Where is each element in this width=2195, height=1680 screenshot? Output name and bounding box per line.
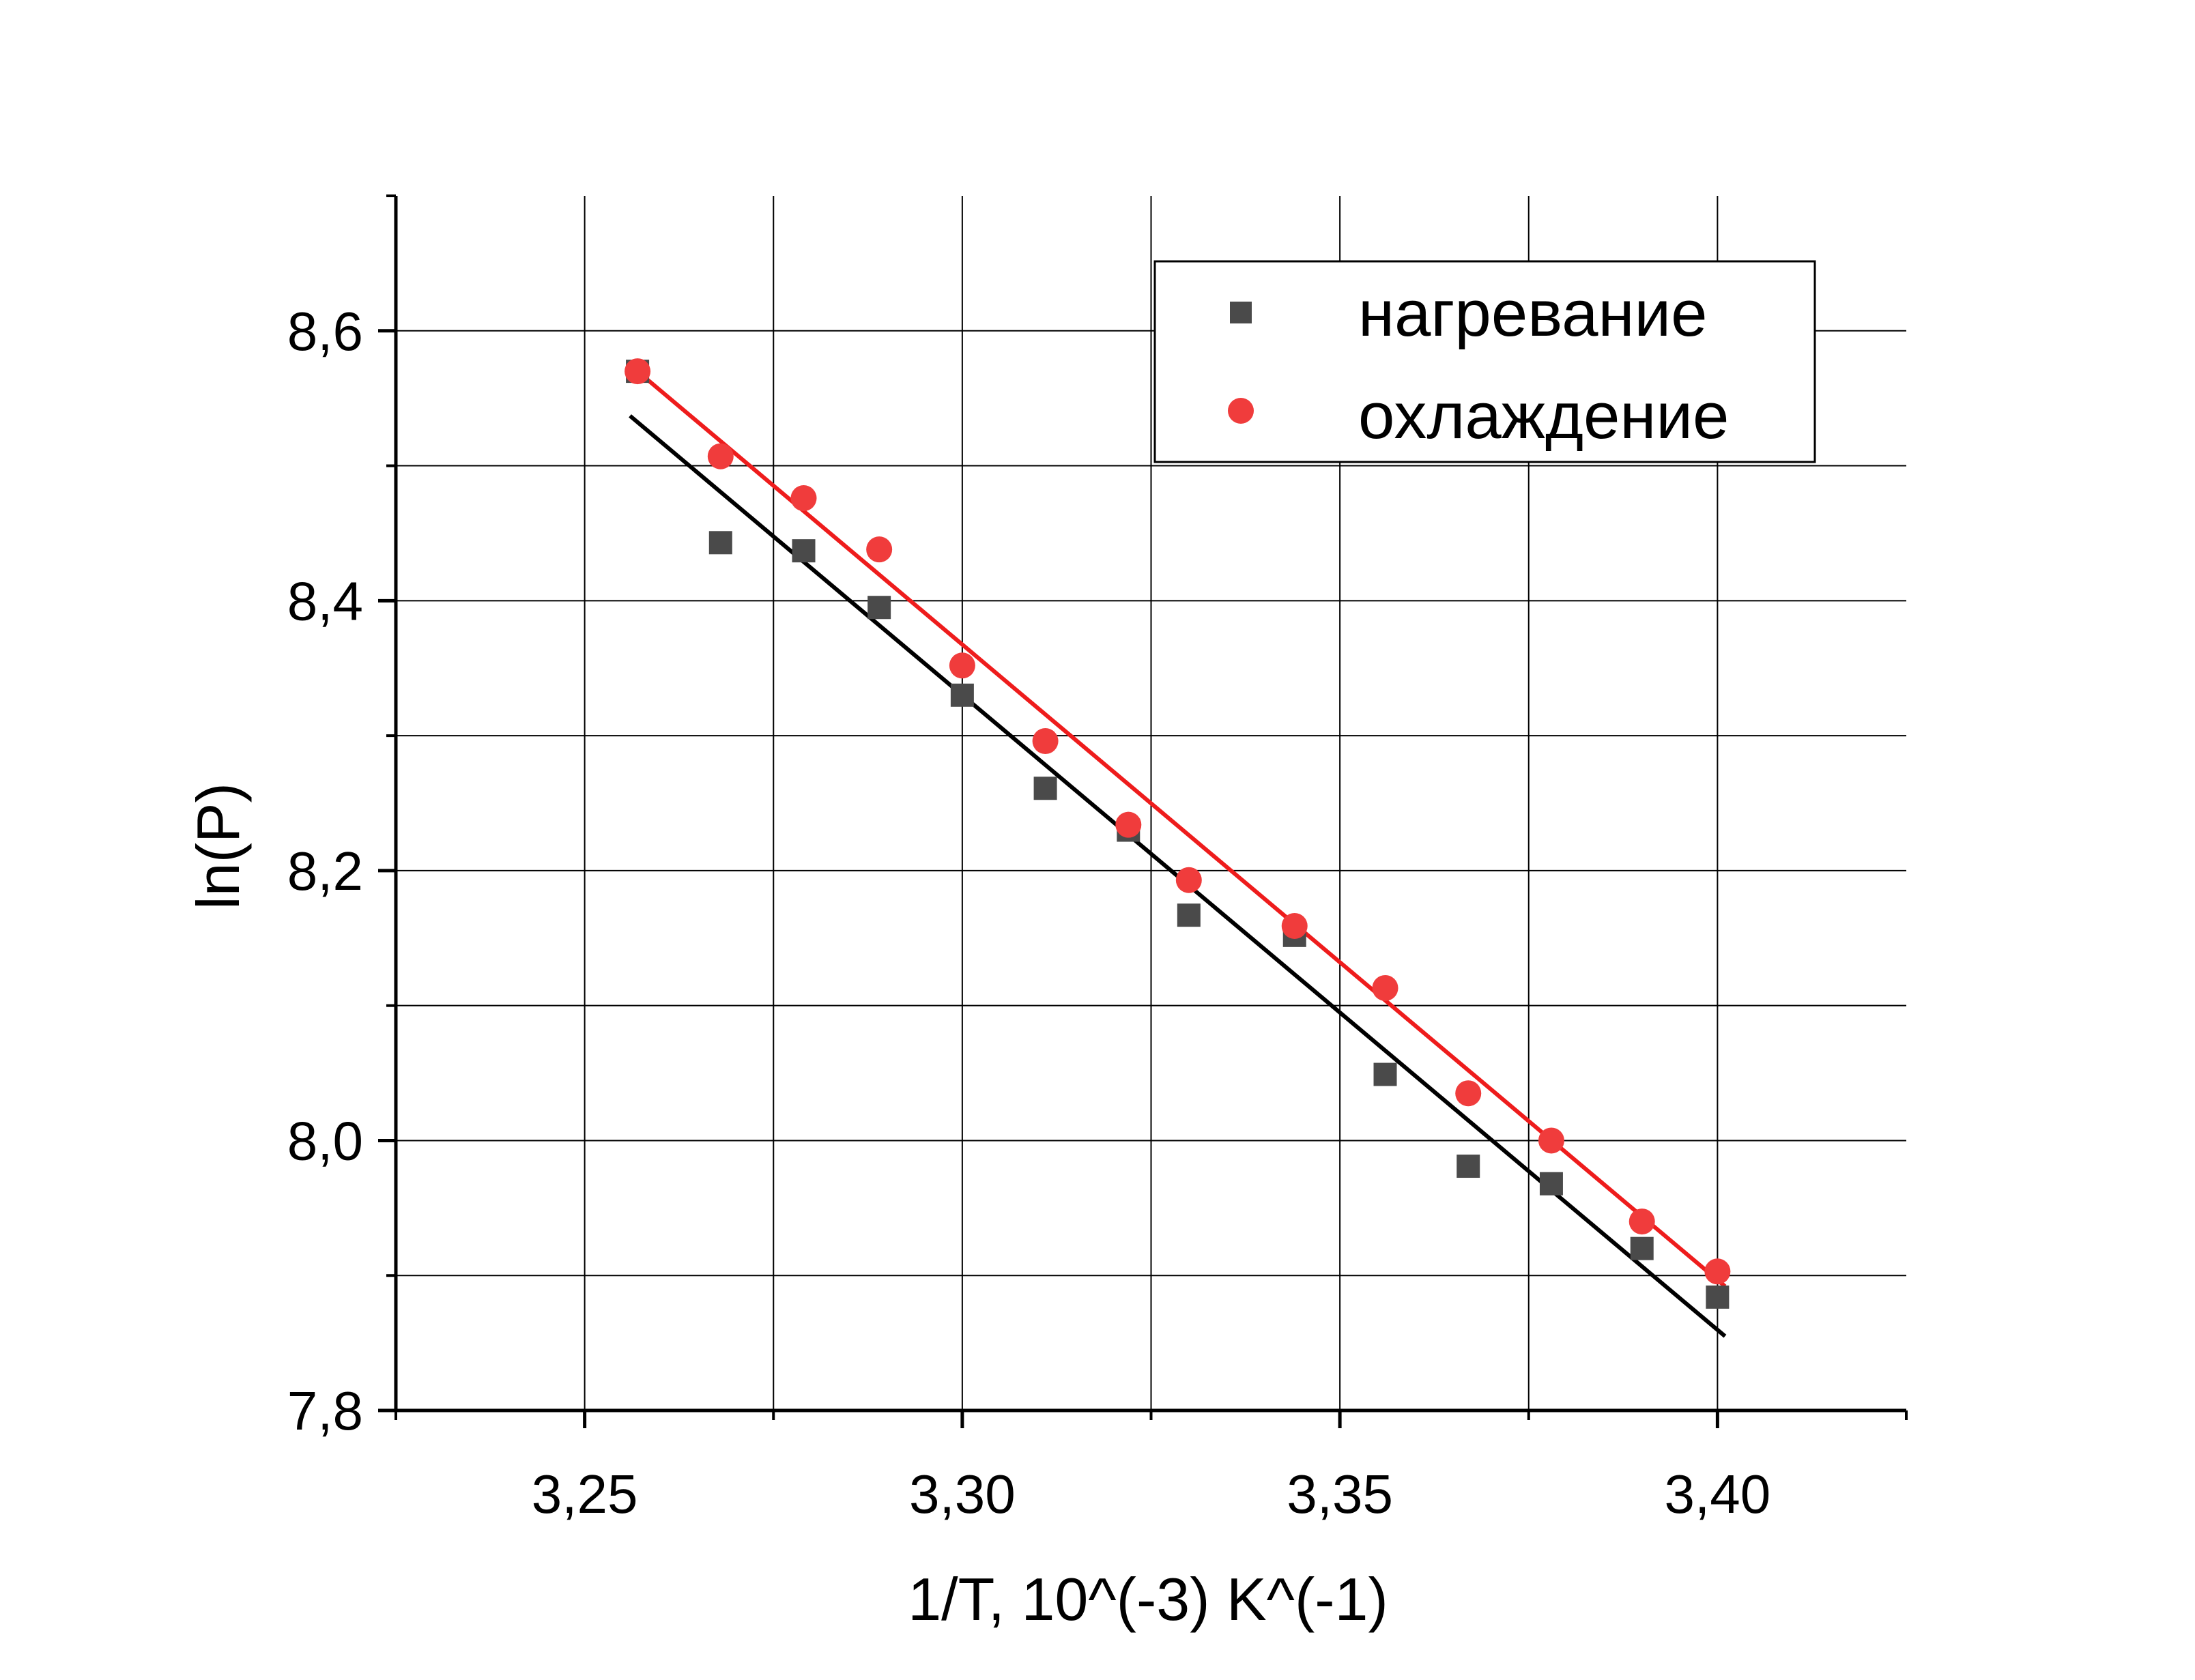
legend: нагревание охлаждение — [1153, 260, 1816, 463]
data-point-cooling — [625, 358, 651, 385]
x-tick-label: 3,35 — [1287, 1464, 1393, 1524]
x-tick-label: 3,30 — [909, 1464, 1016, 1524]
legend-box — [1153, 260, 1816, 463]
y-tick-label: 8,6 — [287, 301, 363, 362]
data-point-heating — [1373, 1062, 1397, 1086]
data-points — [625, 358, 1731, 1309]
data-point-heating — [1539, 1172, 1563, 1196]
axes: 3,25 3,30 3,35 3,40 7,8 8,0 8,2 8,4 8,6 — [287, 194, 1908, 1524]
y-tick-label: 8,4 — [287, 570, 363, 631]
x-axis-title: 1/T, 10^(-3) K^(-1) — [908, 1565, 1388, 1633]
data-point-heating — [1457, 1155, 1480, 1178]
data-point-heating — [867, 596, 891, 620]
data-point-cooling — [1115, 811, 1142, 838]
data-point-heating — [1177, 903, 1201, 927]
legend-marker-cooling — [1228, 398, 1254, 424]
y-tick-label: 7,8 — [287, 1380, 363, 1441]
data-point-cooling — [1372, 974, 1398, 1001]
data-point-heating — [1706, 1285, 1730, 1309]
y-tick-label: 8,0 — [287, 1110, 363, 1171]
y-axis-title: ln(P) — [184, 783, 252, 910]
data-point-cooling — [1704, 1258, 1731, 1285]
data-point-heating — [1630, 1236, 1654, 1260]
legend-label-cooling: охлаждение — [1358, 379, 1729, 452]
data-point-cooling — [790, 485, 817, 512]
data-point-cooling — [707, 443, 734, 469]
data-point-cooling — [866, 536, 893, 563]
data-point-heating — [1033, 777, 1057, 800]
data-point-heating — [950, 683, 974, 707]
y-tick-label: 8,2 — [287, 841, 363, 901]
legend-label-heating: нагревание — [1358, 277, 1708, 350]
x-tick-label: 3,40 — [1665, 1464, 1771, 1524]
data-point-cooling — [1281, 912, 1308, 939]
data-point-cooling — [1538, 1127, 1564, 1154]
data-point-cooling — [1455, 1080, 1482, 1107]
legend-marker-heating — [1230, 302, 1252, 323]
data-point-cooling — [1175, 867, 1202, 893]
data-point-cooling — [1629, 1208, 1655, 1235]
data-point-cooling — [949, 652, 975, 679]
x-tick-label: 3,25 — [532, 1464, 638, 1524]
data-point-heating — [708, 531, 732, 555]
data-point-cooling — [1032, 728, 1059, 755]
data-point-heating — [792, 539, 816, 563]
